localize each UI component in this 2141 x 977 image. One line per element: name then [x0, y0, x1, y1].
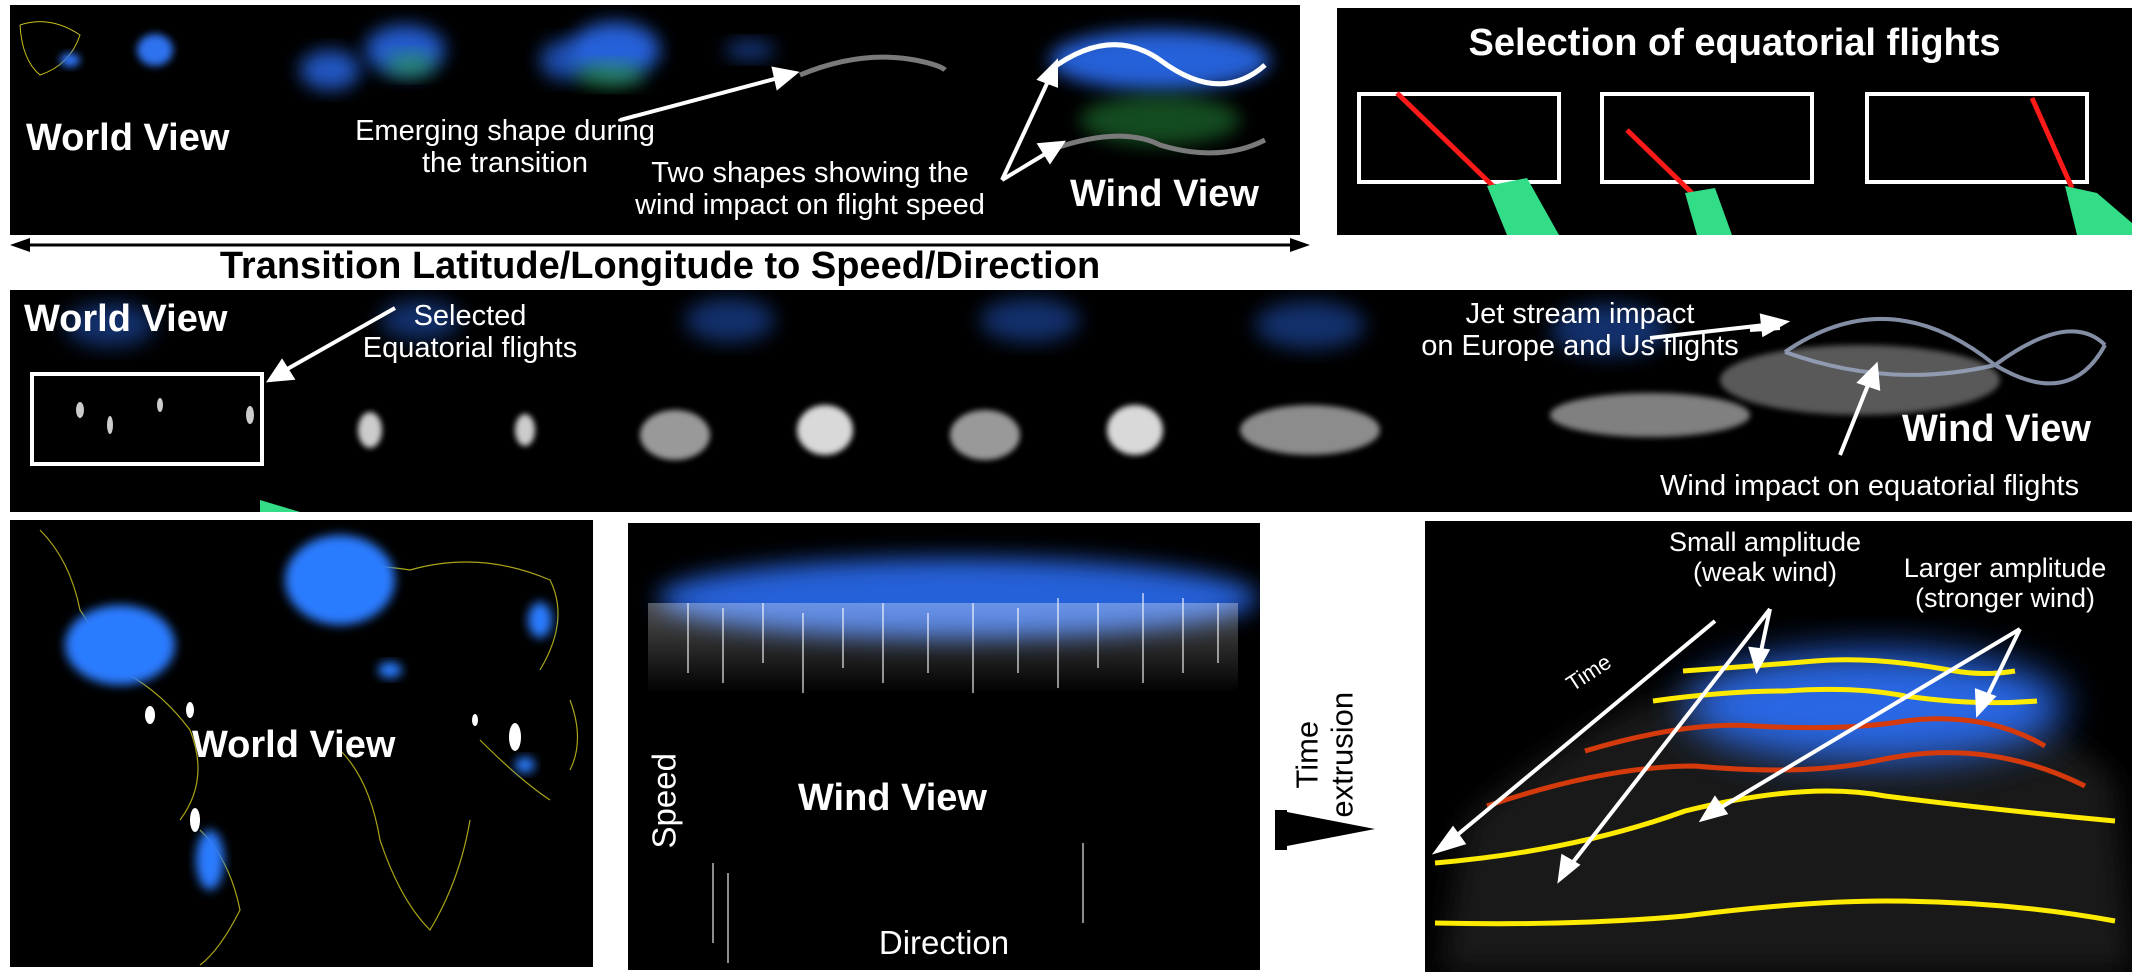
selection-frame-2	[1600, 92, 1814, 235]
emerging-shape-label: Emerging shape during the transition	[325, 115, 685, 180]
wind-impact-label: Wind impact on equatorial flights	[1660, 470, 2080, 502]
larger-amplitude-label: Larger amplitude (stronger wind)	[1880, 553, 2130, 613]
world-equatorial-flights	[145, 702, 521, 832]
yellow-curve-2	[1652, 686, 2038, 706]
world-map-graphics	[39, 529, 579, 966]
emerging-line-2: the transition	[421, 147, 589, 180]
speed-axis-label: Speed	[645, 753, 683, 849]
selection-frame-1	[1357, 91, 1561, 235]
top-transition-strip: World View Emerging shape during the tra…	[10, 5, 1300, 235]
small-amplitude-label: Small amplitude (weak wind)	[1640, 527, 1890, 587]
top-world-view-label: World View	[26, 117, 230, 159]
jet-stream-label: Jet stream impact on Europe and Us fligh…	[1405, 298, 1755, 363]
transition-double-arrow	[10, 238, 1310, 252]
small-amp-line-1: Small amplitude	[1668, 527, 1862, 557]
selected-flights-box	[30, 372, 264, 466]
two-shapes-label: Two shapes showing the wind impact on fl…	[615, 157, 1005, 222]
equatorial-selection-panel: Selection of equatorial flights	[1337, 8, 2132, 235]
selected-equatorial-label: Selected Equatorial flights	[340, 300, 600, 365]
jet-line-1: Jet stream impact	[1465, 298, 1695, 330]
wind-view-panel: Wind View Speed Direction	[628, 523, 1260, 970]
yellow-curve-3	[1434, 788, 2116, 866]
top-wind-view-label: Wind View	[1070, 173, 1259, 215]
large-amp-line-1: Larger amplitude	[1903, 553, 2107, 583]
middle-green-wedge	[260, 500, 300, 512]
large-amp-line-2: (stronger wind)	[1914, 583, 2096, 614]
selection-graphics	[1357, 91, 2132, 235]
jet-line-2: on Europe and Us flights	[1421, 330, 1739, 363]
small-amp-line-2: (weak wind)	[1692, 557, 1838, 588]
top-strip-graphics	[19, 21, 1270, 182]
selected-line-1: Selected	[413, 300, 527, 332]
middle-annotation-arrows	[266, 306, 1881, 456]
red-curve-2	[1486, 750, 2087, 809]
mini-world-map	[19, 21, 173, 76]
middle-strip-graphics	[30, 298, 2107, 512]
middle-wind-view-label: Wind View	[1902, 408, 2091, 450]
middle-faint-blobs	[65, 298, 1670, 356]
selection-box-flights	[76, 398, 254, 434]
selection-title: Selection of equatorial flights	[1468, 22, 2001, 64]
direction-axis-label: Direction	[878, 924, 1010, 961]
two-shapes-line-2: wind impact on flight speed	[635, 189, 985, 222]
yellow-curve-1	[1682, 657, 2016, 676]
middle-world-view-label: World View	[24, 298, 228, 340]
yellow-curve-4	[1434, 898, 2116, 927]
amplitude-curves	[1434, 657, 2116, 927]
two-shapes-line-1: Two shapes showing the	[651, 157, 969, 189]
emerging-shape-curve	[799, 54, 947, 78]
top-annotation-arrows	[619, 58, 1066, 182]
time-extruded-graphics	[1431, 607, 2132, 972]
selection-frame-3	[1865, 92, 2132, 235]
wind-speed-streaks	[687, 593, 1219, 963]
transition-caption: Transition Latitude/Longitude to Speed/D…	[219, 245, 1101, 287]
bottom-wind-view-label: Wind View	[798, 777, 987, 819]
wind-view-graphics	[648, 558, 1258, 963]
extruded-annotation-arrows	[1431, 607, 2022, 884]
wind-speed-band	[648, 603, 1238, 693]
middle-transition-strip: World View Selected Equatorial flights J…	[10, 290, 2132, 512]
bottom-world-view-label: World View	[192, 724, 396, 766]
world-flight-density	[65, 535, 552, 890]
time-extrusion-arrow	[1275, 810, 1375, 850]
jet-stream-shapes	[1783, 317, 2107, 386]
world-view-map-panel: World View	[10, 520, 593, 967]
wind-shape-lower	[1049, 133, 1267, 156]
time-extruded-wind-panel: Time Small amplitude (weak wind) Larger …	[1425, 521, 2132, 972]
emerging-line-1: Emerging shape during	[355, 115, 655, 147]
selected-line-2: Equatorial flights	[362, 332, 578, 365]
extruded-blue-density	[1685, 651, 2065, 761]
middle-white-flight-clusters	[358, 345, 2000, 460]
wind-shape-upper	[1048, 42, 1267, 87]
